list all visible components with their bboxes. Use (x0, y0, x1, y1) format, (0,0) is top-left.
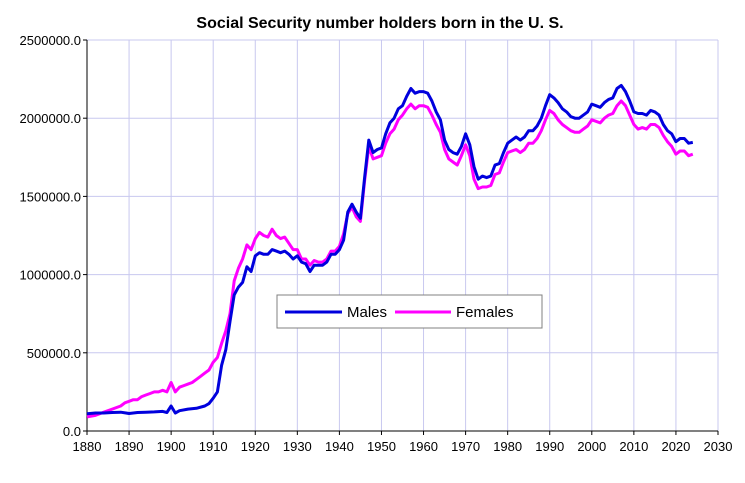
series-line-females (86, 99, 694, 419)
x-tick-label: 1980 (493, 439, 522, 454)
y-tick-label: 500000.0 (27, 346, 81, 361)
x-tick-label: 1960 (409, 439, 438, 454)
x-tick-label: 1930 (283, 439, 312, 454)
x-tick-label: 2030 (704, 439, 733, 454)
legend: Males Females (276, 294, 543, 329)
y-tick-label: 1000000.0 (20, 268, 81, 283)
x-tick-label: 1900 (157, 439, 186, 454)
x-tick-label: 1990 (535, 439, 564, 454)
legend-label-females: Females (456, 304, 514, 321)
series-lines (86, 83, 694, 419)
x-tick-label: 2000 (577, 439, 606, 454)
chart-title: Social Security number holders born in t… (196, 15, 563, 32)
y-tick-label: 1500000.0 (20, 189, 81, 204)
x-tick-label: 1950 (367, 439, 396, 454)
x-tick-label: 1880 (73, 439, 102, 454)
gridlines (87, 39, 719, 431)
x-tick-label: 1910 (199, 439, 228, 454)
x-tick-label: 1920 (241, 439, 270, 454)
y-tick-label: 0.0 (63, 424, 81, 439)
x-tick-label: 1940 (325, 439, 354, 454)
series-line-males (86, 83, 694, 416)
x-tick-label: 2020 (661, 439, 690, 454)
x-tick-label: 1970 (451, 439, 480, 454)
y-tick-label: 2500000.0 (20, 33, 81, 48)
y-tick-label: 2000000.0 (20, 111, 81, 126)
axes: 0.0 500000.0 1000000.0 1500000.0 2000000.0 25… (20, 33, 733, 454)
x-tick-label: 2010 (619, 439, 648, 454)
legend-label-males: Males (347, 304, 387, 321)
x-tick-label: 1890 (115, 439, 144, 454)
